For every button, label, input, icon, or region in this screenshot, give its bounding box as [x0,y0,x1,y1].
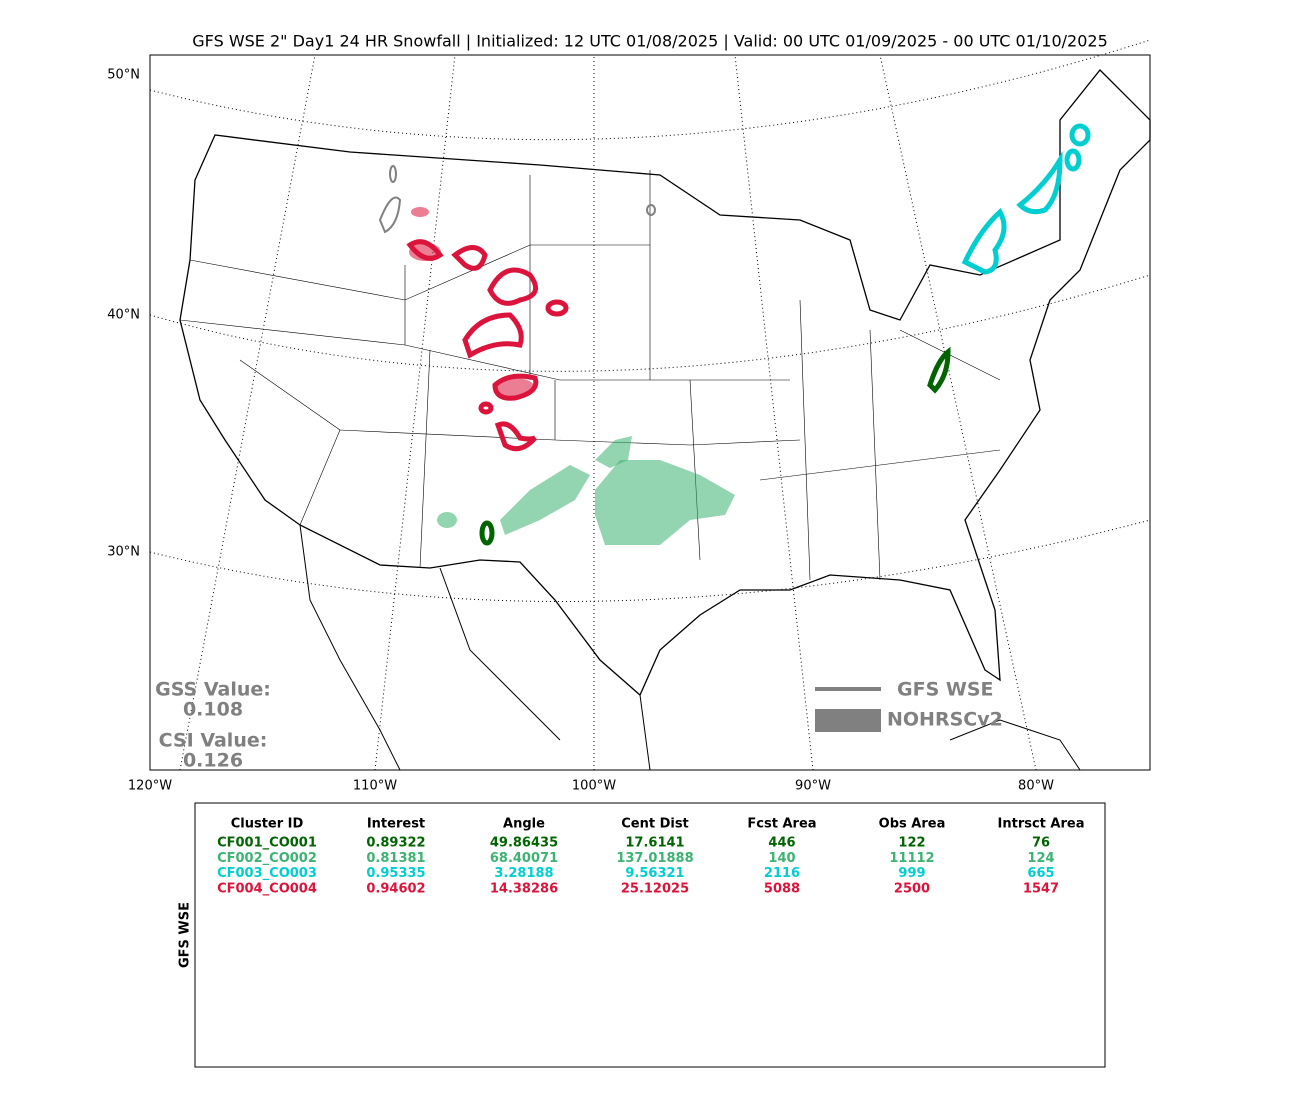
forecast-area [1016,150,1063,215]
lon-label: 90°W [795,779,831,794]
country-outline [179,69,1151,697]
lon-labels: 120°W 110°W 100°W 90°W 80°W [128,779,1054,794]
lat-label: 50°N [107,68,140,83]
table-cell: 14.38286 [490,881,558,896]
forecast-area [494,421,537,452]
table-cell: 137.01888 [616,851,693,866]
forecast-area [378,196,402,234]
observed-area [500,465,590,535]
table-cell: 665 [1027,866,1054,881]
table-side-label: GFS WSE [178,902,193,968]
forecast-area [927,346,951,394]
observed-area [595,436,632,468]
table-cell: 76 [1032,836,1050,851]
table-cell: 68.40071 [490,851,558,866]
table-cell: 999 [898,866,925,881]
forecast-area [961,208,1007,275]
table: GFS WSE Cluster ID Interest Angle Cent Dist… [178,802,1106,1068]
forecast-area [462,312,524,359]
table-cell: 446 [768,836,795,851]
table-cell: 3.28188 [494,866,553,881]
table-cell: 49.86435 [490,836,558,851]
lon-label: 80°W [1018,779,1054,794]
column-header: Cluster ID [231,817,304,832]
observed-areas [437,436,735,545]
observed-area [437,512,457,528]
forecast-area [492,373,539,401]
legend-fill [815,709,881,732]
mexico-outline [299,524,1081,771]
forecast-area [646,204,656,216]
forecast-area [545,299,569,317]
forecast-area [389,165,397,183]
legend-forecast: GFS WSE [897,679,994,701]
column-header: Interest [367,817,425,832]
title: GFS WSE 2" Day1 24 HR Snowfall | Initial… [192,32,1108,51]
map-frame [149,54,1151,771]
table-cell: 0.94602 [366,881,425,896]
column-header: Fcst Area [747,817,816,832]
table-cell: 140 [768,851,795,866]
map: 50°N 40°N 30°N 120°W 110°W 100°W 90°W 80°W GSS… [107,39,1151,794]
lon-label: 110°W [353,779,397,794]
forecast-area [479,520,495,546]
table-cell: 17.6141 [625,836,684,851]
table-cell: 9.56321 [625,866,684,881]
table-cell: 2500 [894,881,930,896]
gss-label: GSS Value: [155,679,271,701]
table-cell: 124 [1027,851,1054,866]
table-cell: CF003_CO003 [217,866,317,881]
table-cell: 2116 [764,866,800,881]
forecast-area [487,267,539,306]
column-header: Cent Dist [621,817,689,832]
table-frame [194,802,1106,1068]
column-header: Angle [503,817,545,832]
lon-label: 120°W [128,779,172,794]
table-cell: 5088 [764,881,800,896]
csi-value: 0.126 [183,750,243,772]
lon-label: 100°W [572,779,616,794]
table-cell: 0.81381 [366,851,425,866]
table-cell: 122 [898,836,925,851]
forecast-areas [378,123,1091,546]
table-cell: 11112 [889,851,934,866]
column-header: Intrsct Area [998,817,1085,832]
lat-label: 40°N [107,308,140,323]
observed-area [595,460,735,545]
csi-label: CSI Value: [159,730,268,752]
table-cell: 25.12025 [621,881,689,896]
forecast-area [1069,123,1091,147]
table-body: Cluster ID Interest Angle Cent Dist Fcst Are… [217,817,1084,897]
legend-observed: NOHRSCv2 [887,709,1003,731]
table-cell: 0.89322 [366,836,425,851]
forecast-area [406,239,444,261]
forecast-area [478,401,494,415]
lat-label: 30°N [107,545,140,560]
observed-area [411,207,429,217]
column-header: Obs Area [879,817,946,832]
table-cell: CF004_CO004 [217,881,317,896]
lat-labels: 50°N 40°N 30°N [107,68,140,560]
table-cell: CF001_CO001 [217,836,317,851]
forecast-area [451,245,488,271]
table-cell: 1547 [1023,881,1059,896]
table-cell: CF002_CO002 [217,851,317,866]
graticule [149,39,1151,771]
table-cell: 0.95335 [366,866,425,881]
forecast-area [1064,148,1082,172]
gss-value: 0.108 [183,699,243,721]
